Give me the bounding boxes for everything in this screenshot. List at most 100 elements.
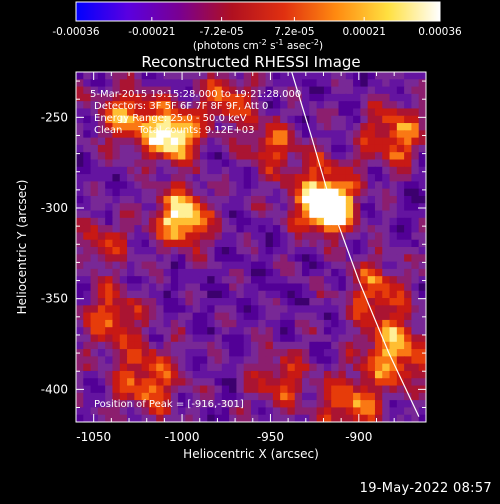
heatmap-cell (185, 166, 194, 175)
heatmap-cell (316, 79, 325, 88)
heatmap-cell (287, 334, 296, 343)
heatmap-cell (309, 72, 318, 80)
heatmap-cell (411, 217, 420, 226)
heatmap-cell (105, 101, 114, 110)
heatmap-cell (367, 181, 376, 190)
heatmap-cell (141, 181, 150, 190)
heatmap-cell (236, 144, 245, 153)
heatmap-cell (185, 239, 194, 248)
heatmap-cell (163, 407, 172, 416)
heatmap-cell (134, 188, 143, 197)
heatmap-cell (265, 276, 274, 285)
heatmap-cell (148, 152, 157, 161)
heatmap-cell (199, 290, 208, 299)
heatmap-cell (353, 319, 361, 328)
heatmap-cell (76, 174, 84, 182)
heatmap-cell (367, 254, 376, 263)
heatmap-cell (148, 298, 157, 306)
heatmap-cell (331, 327, 340, 336)
heatmap-cell (331, 363, 340, 372)
heatmap-cell (90, 247, 99, 255)
heatmap-cell (338, 203, 347, 212)
heatmap-cell (272, 363, 281, 372)
heatmap-cell (331, 290, 340, 299)
heatmap-cell (309, 349, 318, 357)
heatmap-cell (280, 370, 289, 379)
heatmap-cell (185, 392, 194, 401)
heatmap-cell (243, 166, 252, 175)
heatmap-cell (127, 101, 135, 110)
heatmap-cell (148, 86, 157, 95)
heatmap-cell (229, 356, 238, 365)
heatmap-cell (127, 414, 135, 422)
heatmap-cell (97, 392, 106, 401)
heatmap-cell (192, 115, 201, 124)
heatmap-cell (207, 115, 216, 124)
heatmap-cell (105, 254, 114, 263)
heatmap-cell (331, 349, 340, 357)
heatmap-cell (105, 341, 114, 350)
heatmap-cell (199, 123, 208, 131)
heatmap-cell (294, 319, 303, 328)
heatmap-cell (331, 276, 340, 285)
heatmap-cell (323, 137, 332, 146)
heatmap-cell (229, 86, 238, 95)
heatmap-cell (141, 108, 150, 117)
heatmap-cell (156, 392, 165, 401)
heatmap-cell (418, 414, 426, 422)
heatmap-cell (258, 152, 267, 161)
heatmap-cell (90, 268, 99, 277)
heatmap-cell (90, 385, 99, 394)
heatmap-cell (185, 144, 194, 153)
heatmap-cell (316, 181, 325, 190)
y-tick-label: -400 (41, 382, 68, 396)
heatmap-cell (353, 72, 361, 80)
heatmap-cell (367, 356, 376, 365)
heatmap-cell (207, 334, 216, 343)
heatmap-cell (338, 349, 347, 357)
heatmap-cell (338, 327, 347, 336)
heatmap-cell (338, 115, 347, 124)
heatmap-cell (97, 72, 106, 80)
heatmap-cell (338, 130, 347, 139)
heatmap-cell (90, 188, 99, 197)
heatmap-cell (221, 174, 230, 182)
heatmap-cell (309, 261, 318, 270)
heatmap-cell (141, 276, 150, 285)
heatmap-cell (170, 217, 179, 226)
heatmap-cell (178, 363, 186, 372)
heatmap-cell (353, 290, 361, 299)
heatmap-cell (170, 327, 179, 336)
heatmap-cell (338, 239, 347, 248)
heatmap-cell (105, 203, 114, 212)
heatmap-cell (353, 239, 361, 248)
heatmap-cell (265, 341, 274, 350)
heatmap-cell (76, 400, 84, 409)
heatmap-cell (265, 414, 274, 422)
heatmap-cell (76, 181, 84, 190)
heatmap-cell (353, 152, 361, 161)
heatmap-cell (272, 385, 281, 394)
heatmap-cell (127, 210, 135, 219)
heatmap-cell (331, 137, 340, 146)
heatmap-cell (360, 334, 369, 343)
heatmap-cell (119, 210, 128, 219)
heatmap-cell (236, 385, 245, 394)
heatmap-cell (185, 268, 194, 277)
heatmap-cell (280, 123, 289, 131)
heatmap-cell (156, 144, 165, 153)
heatmap-cell (251, 152, 259, 161)
heatmap-cell (389, 385, 398, 394)
heatmap-cell (287, 123, 296, 131)
heatmap-cell (97, 137, 106, 146)
heatmap-cell (367, 174, 376, 182)
heatmap-cell (265, 290, 274, 299)
heatmap-cell (134, 225, 143, 234)
heatmap-cell (236, 283, 245, 292)
heatmap-cell (156, 203, 165, 212)
heatmap-cell (170, 181, 179, 190)
heatmap-cell (83, 400, 92, 409)
heatmap-cell (367, 130, 376, 139)
heatmap-cell (134, 152, 143, 161)
heatmap-cell (331, 378, 340, 387)
